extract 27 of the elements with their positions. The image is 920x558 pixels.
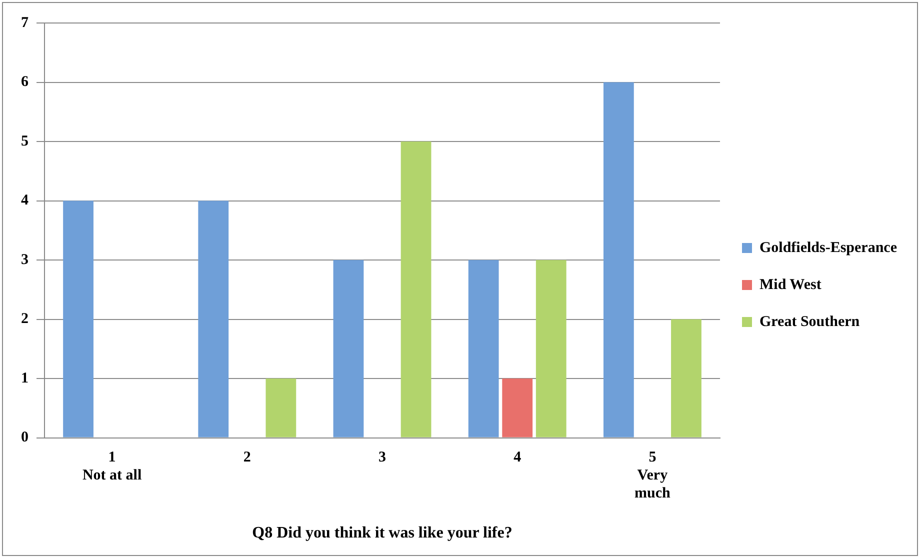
legend-label: Great Southern bbox=[760, 314, 860, 330]
y-tick-label: 0 bbox=[21, 430, 28, 446]
bar bbox=[266, 378, 296, 438]
x-tick-label: 3 bbox=[378, 450, 386, 466]
y-tick-label: 6 bbox=[21, 74, 29, 90]
x-tick-label: 4 bbox=[514, 450, 522, 466]
x-tick-label: 1 Not at all bbox=[82, 450, 142, 484]
bar bbox=[502, 378, 533, 438]
y-tick-label: 5 bbox=[21, 133, 28, 150]
bar bbox=[536, 260, 566, 438]
legend-label: Goldfields-Esperance bbox=[760, 240, 898, 256]
y-tick-label: 1 bbox=[21, 370, 28, 386]
bar bbox=[468, 260, 499, 438]
y-tick-label: 4 bbox=[21, 192, 29, 209]
y-tick-label: 2 bbox=[21, 311, 28, 328]
y-tick-label: 3 bbox=[21, 252, 28, 268]
bar bbox=[671, 319, 702, 438]
x-axis-title: Q8 Did you think it was like your life? bbox=[252, 524, 512, 542]
bar bbox=[400, 142, 432, 438]
bar bbox=[333, 260, 364, 438]
x-tick-label: 2 bbox=[243, 450, 251, 466]
bar bbox=[603, 82, 634, 438]
x-tick-label: 5 Very much bbox=[634, 450, 672, 502]
bar bbox=[63, 200, 94, 438]
legend-label: Mid West bbox=[760, 276, 822, 293]
bar bbox=[198, 200, 229, 438]
y-tick-label: 7 bbox=[21, 14, 29, 31]
